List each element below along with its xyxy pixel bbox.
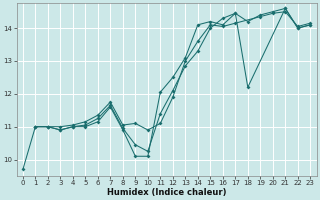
X-axis label: Humidex (Indice chaleur): Humidex (Indice chaleur)	[107, 188, 226, 197]
